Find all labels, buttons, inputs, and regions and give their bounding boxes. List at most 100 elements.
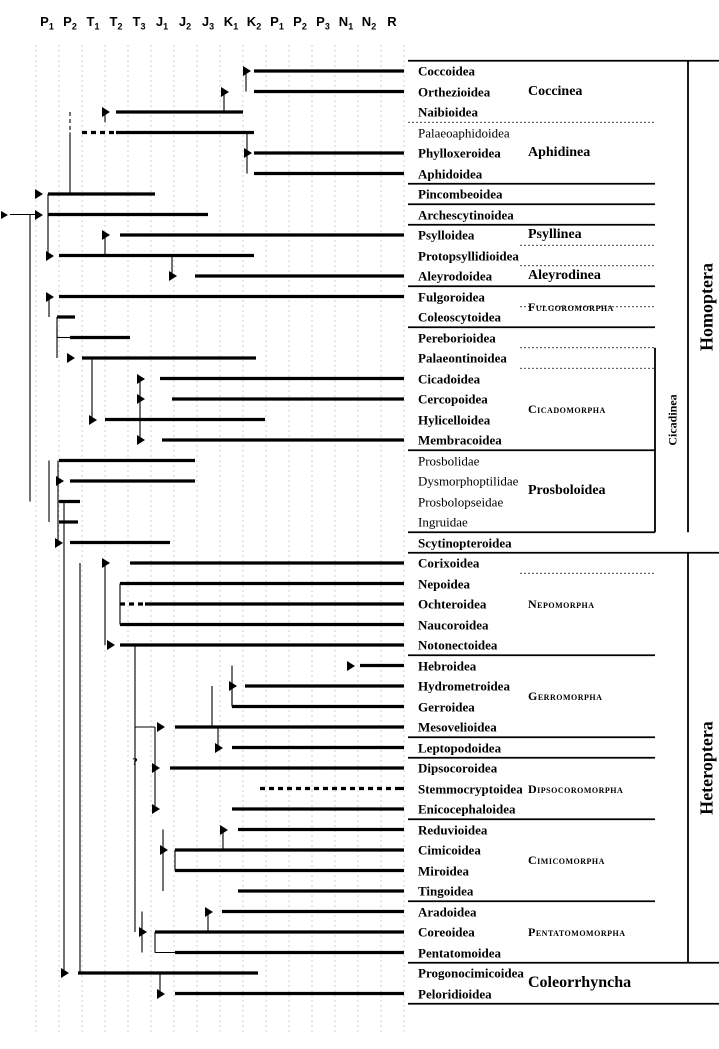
branch-origin-arrow xyxy=(103,231,110,239)
taxon-label: Reduvioidea xyxy=(418,823,487,836)
branch-origin-arrow xyxy=(170,272,177,280)
major-group-label: Cicadinea xyxy=(666,394,681,445)
taxon-label: Progonocimicoidea xyxy=(418,967,524,980)
taxon-label: Naibioidea xyxy=(418,106,478,119)
taxon-label: Hylicelloidea xyxy=(418,413,490,426)
branch-origin-arrow xyxy=(244,67,251,75)
period-label: P3 xyxy=(316,14,330,32)
group-label: Coleorrhyncha xyxy=(528,975,631,991)
branch-origin-arrow xyxy=(90,416,97,424)
branch-origin-arrow xyxy=(153,805,160,813)
group-label: Cicadomorpha xyxy=(528,403,606,415)
branch-origin-arrow xyxy=(36,211,43,219)
group-label: Cimicomorpha xyxy=(528,854,605,866)
group-label: Prosboloidea xyxy=(528,484,606,498)
branch-origin-arrow xyxy=(103,559,110,567)
group-label: Nepomorpha xyxy=(528,598,595,610)
taxon-label: Orthezioidea xyxy=(418,85,490,98)
taxon-label: Stemmocryptoidea xyxy=(418,782,523,795)
taxon-label: Leptopodoidea xyxy=(418,741,501,754)
taxon-label: Ingruidae xyxy=(418,516,468,529)
taxon-label: Prosbolopseidae xyxy=(418,495,503,508)
taxon-label: Psylloidea xyxy=(418,229,474,242)
branch-origin-arrow xyxy=(138,436,145,444)
branch-origin-arrow xyxy=(161,846,168,854)
taxon-label: Notonectoidea xyxy=(418,639,497,652)
taxon-label: Pincombeoidea xyxy=(418,188,503,201)
branch-origin-arrow xyxy=(47,252,54,260)
taxon-label: Miroidea xyxy=(418,864,469,877)
branch-origin-arrow xyxy=(138,375,145,383)
taxon-label: Prosbolidae xyxy=(418,454,479,467)
branch-origin-arrow xyxy=(47,293,54,301)
branch-origin-arrow xyxy=(138,395,145,403)
period-label: N2 xyxy=(362,14,376,32)
taxon-label: Fulgoroidea xyxy=(418,290,485,303)
taxon-label: Coreoidea xyxy=(418,926,475,939)
taxon-label: Aphidoidea xyxy=(418,167,482,180)
branch-origin-arrow xyxy=(216,744,223,752)
taxon-label: Tingoidea xyxy=(418,885,473,898)
branch-origin-arrow xyxy=(62,969,69,977)
root-arrow xyxy=(1,211,8,219)
taxon-label: Pentatomoidea xyxy=(418,946,501,959)
phylogeny-chart xyxy=(0,0,719,1049)
uncertainty-mark: ? xyxy=(132,756,138,768)
taxon-label: Mesovelioidea xyxy=(418,721,497,734)
group-label: Psyllinea xyxy=(528,228,582,242)
major-group-label: Heteroptera xyxy=(697,721,718,815)
taxon-label: Coccoidea xyxy=(418,65,475,78)
period-label: J2 xyxy=(179,14,191,32)
major-group-label: Homoptera xyxy=(697,263,718,351)
period-label: P1 xyxy=(270,14,284,32)
branch-origin-arrow xyxy=(245,149,252,157)
period-label: P2 xyxy=(293,14,307,32)
branch-origin-arrow xyxy=(36,190,43,198)
branch-origin-arrow xyxy=(158,990,165,998)
taxon-label: Nepoidea xyxy=(418,577,470,590)
period-label: R xyxy=(387,14,396,29)
taxon-label: Coleoscytoidea xyxy=(418,311,501,324)
branch-origin-arrow xyxy=(56,539,63,547)
branch-origin-arrow xyxy=(348,662,355,670)
branch-origin-arrow xyxy=(206,908,213,916)
taxon-label: Aradoidea xyxy=(418,905,477,918)
branch-origin-arrow xyxy=(230,682,237,690)
taxon-label: Scytinopteroidea xyxy=(418,536,512,549)
taxon-label: Cercopoidea xyxy=(418,393,488,406)
branch-origin-arrow xyxy=(57,477,64,485)
taxon-label: Protopsyllidioidea xyxy=(418,249,519,262)
group-label: Coccinea xyxy=(528,85,582,99)
taxon-label: Hydrometroidea xyxy=(418,680,510,693)
branch-origin-arrow xyxy=(108,641,115,649)
period-label: P2 xyxy=(63,14,77,32)
branch-origin-arrow xyxy=(221,826,228,834)
branch-origin-arrow xyxy=(103,108,110,116)
branch-origin-arrow xyxy=(68,354,75,362)
taxon-label: Naucoroidea xyxy=(418,618,489,631)
taxon-label: Peloridioidea xyxy=(418,987,492,1000)
taxon-label: Ochteroidea xyxy=(418,598,486,611)
period-label: T3 xyxy=(133,14,146,32)
branch-origin-arrow xyxy=(222,88,229,96)
taxon-label: Hebroidea xyxy=(418,659,476,672)
taxon-label: Phylloxeroidea xyxy=(418,147,501,160)
branch-origin-arrow xyxy=(153,764,160,772)
group-label: Aleyrodinea xyxy=(528,269,601,283)
taxon-label: Corixoidea xyxy=(418,557,479,570)
branch-origin-arrow xyxy=(140,928,147,936)
taxon-label: Archescytinoidea xyxy=(418,208,514,221)
period-label: J1 xyxy=(156,14,168,32)
taxon-label: Aleyrodoidea xyxy=(418,270,492,283)
group-label: Dipsocoromorpha xyxy=(528,783,623,795)
period-label: T1 xyxy=(87,14,100,32)
taxon-label: Cicadoidea xyxy=(418,372,480,385)
period-label: K2 xyxy=(247,14,261,32)
period-label: P1 xyxy=(40,14,54,32)
group-label: Gerromorpha xyxy=(528,690,602,702)
taxon-label: Palaeontinoidea xyxy=(418,352,507,365)
period-label: K1 xyxy=(224,14,238,32)
taxon-label: Enicocephaloidea xyxy=(418,803,516,816)
group-label: Pentatomomorpha xyxy=(528,926,626,938)
taxon-label: Dysmorphoptilidae xyxy=(418,475,518,488)
